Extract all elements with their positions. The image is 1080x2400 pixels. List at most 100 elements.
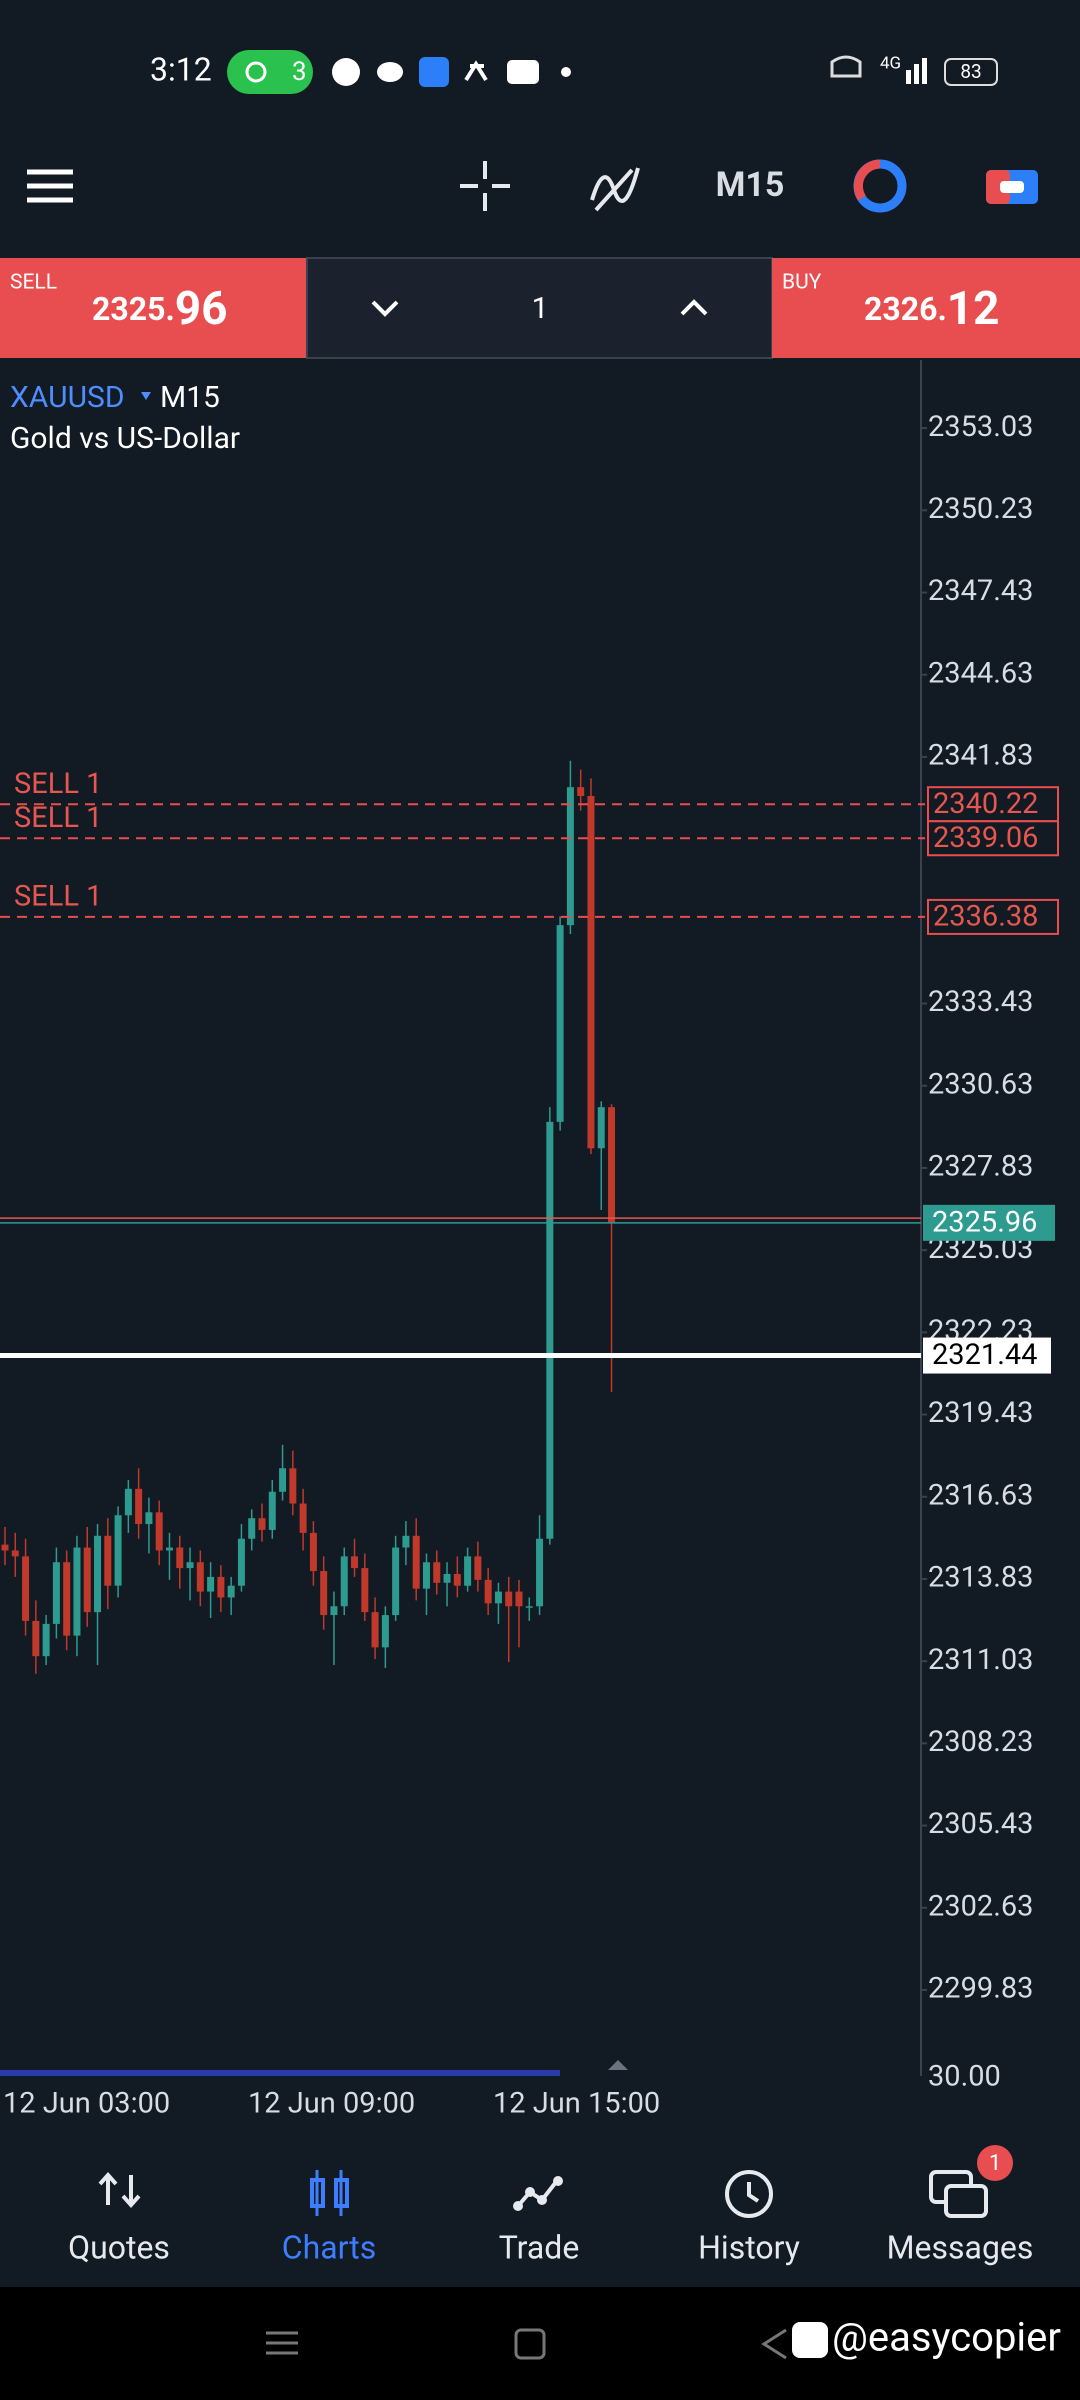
candle-body bbox=[597, 1107, 605, 1149]
y-tick-label: 2344.63 bbox=[928, 656, 1033, 690]
candle-body bbox=[381, 1615, 389, 1648]
marker-label-bg bbox=[923, 1337, 1051, 1374]
app-icon bbox=[419, 57, 449, 87]
trade-accent bbox=[986, 170, 1010, 204]
nav-quotes[interactable]: Quotes bbox=[68, 2171, 170, 2266]
nav-history[interactable]: History bbox=[698, 2170, 800, 2266]
dot bbox=[561, 67, 571, 77]
candle-body bbox=[351, 1556, 359, 1569]
scroll-bar bbox=[0, 2070, 560, 2076]
timeframe-button[interactable]: M15 bbox=[716, 165, 785, 205]
nav-messages[interactable]: Messages bbox=[887, 2170, 1034, 2266]
x-tick-label: 12 Jun 15:00 bbox=[493, 2087, 660, 2121]
y-tick-label: 2299.83 bbox=[928, 1972, 1033, 2006]
facebook-icon bbox=[792, 2322, 828, 2358]
candle-body bbox=[330, 1606, 338, 1616]
volume[interactable]: 1 bbox=[532, 291, 549, 326]
candle-body bbox=[268, 1491, 276, 1530]
hotspot-count: 3 bbox=[292, 57, 307, 87]
candle-body bbox=[237, 1538, 245, 1586]
crosshair-button[interactable] bbox=[460, 161, 510, 211]
candle-body bbox=[474, 1556, 482, 1580]
nav-label: Charts bbox=[282, 2228, 376, 2266]
buy-price: 2326.12 bbox=[864, 282, 1000, 336]
order-price-box bbox=[927, 786, 1059, 823]
candle-body bbox=[320, 1571, 328, 1616]
youtube-icon bbox=[507, 60, 539, 84]
candle-body bbox=[422, 1562, 430, 1589]
candle-body bbox=[11, 1550, 19, 1557]
telegram-icon bbox=[332, 58, 360, 86]
y-tick-label: 2327.83 bbox=[928, 1150, 1033, 1184]
volume-down[interactable] bbox=[371, 300, 399, 317]
sell-price: 2325.96 bbox=[92, 282, 228, 336]
candle-body bbox=[587, 795, 595, 1149]
menu-button[interactable] bbox=[27, 169, 73, 203]
candle-body bbox=[63, 1562, 71, 1636]
order-price: 2339.06 bbox=[933, 821, 1038, 855]
candle-body bbox=[525, 1606, 533, 1608]
candle-body bbox=[289, 1468, 297, 1504]
candle-body bbox=[94, 1535, 102, 1613]
nav-label: Quotes bbox=[68, 2228, 170, 2266]
indicators-button[interactable] bbox=[590, 167, 640, 212]
candle-body bbox=[340, 1556, 348, 1607]
y-tick-label: 2333.43 bbox=[928, 985, 1033, 1019]
scroll-handle bbox=[608, 2060, 628, 2070]
order-price: 2340.22 bbox=[933, 787, 1038, 821]
candle-body bbox=[402, 1535, 410, 1548]
system-home[interactable] bbox=[514, 2328, 546, 2360]
hotspot-icon bbox=[245, 61, 267, 83]
y-tick-label: 2311.03 bbox=[928, 1643, 1033, 1677]
chart-timeframe: M15 bbox=[160, 380, 220, 415]
battery bbox=[944, 58, 998, 86]
candle-body bbox=[371, 1612, 379, 1648]
network-type: 4G bbox=[880, 53, 901, 73]
nav-label: Messages bbox=[887, 2228, 1034, 2266]
candle-body bbox=[505, 1591, 513, 1607]
trade-accent bbox=[1000, 181, 1024, 193]
candle-body bbox=[83, 1547, 91, 1613]
candle-body bbox=[556, 925, 564, 1122]
order-price-box bbox=[927, 820, 1059, 857]
signal bbox=[906, 70, 911, 84]
badge-count: 1 bbox=[989, 2151, 1001, 2176]
order-price-box bbox=[927, 898, 1059, 935]
order-label: SELL 1 bbox=[14, 801, 102, 835]
x-tick-label: 12 Jun 03:00 bbox=[3, 2087, 170, 2121]
symbol[interactable]: XAUUSD bbox=[10, 380, 125, 415]
nav-label: Trade bbox=[499, 2228, 580, 2266]
candle-body bbox=[165, 1547, 173, 1551]
y-tick-label: 2341.83 bbox=[928, 739, 1033, 773]
candle-body bbox=[546, 1121, 554, 1539]
watermark: @easycopier bbox=[832, 2314, 1061, 2361]
chat-icon bbox=[377, 62, 403, 82]
system-menu[interactable] bbox=[266, 2331, 298, 2355]
candle-body bbox=[145, 1512, 153, 1525]
sell-button[interactable] bbox=[0, 258, 307, 358]
badge bbox=[977, 2145, 1013, 2181]
marker-label: 2321.44 bbox=[932, 1338, 1037, 1372]
y-tick-label: 2305.43 bbox=[928, 1807, 1033, 1841]
candle-body bbox=[279, 1468, 287, 1492]
system-bar bbox=[0, 2287, 1080, 2400]
plot: 2353.03 2350.23 2347.43 2344.63 2341.83 2333.… bbox=[0, 410, 1059, 2006]
sell-label: SELL bbox=[10, 271, 57, 295]
candle-body bbox=[258, 1518, 266, 1530]
buy-button[interactable] bbox=[772, 258, 1080, 358]
candle-body bbox=[196, 1562, 204, 1592]
system-back[interactable] bbox=[761, 2328, 787, 2360]
candle-body bbox=[104, 1535, 112, 1586]
nav-trade[interactable]: Trade bbox=[499, 2176, 580, 2266]
volume-up[interactable] bbox=[680, 299, 708, 316]
candle-body bbox=[155, 1512, 163, 1551]
nav-charts[interactable]: Charts bbox=[282, 2170, 376, 2266]
candle-body bbox=[176, 1547, 184, 1569]
candle-body bbox=[52, 1562, 60, 1624]
y-tick-label: 2353.03 bbox=[928, 410, 1033, 444]
signal bbox=[914, 64, 919, 84]
candle-body bbox=[248, 1518, 256, 1539]
symbol-dropdown bbox=[141, 392, 151, 400]
